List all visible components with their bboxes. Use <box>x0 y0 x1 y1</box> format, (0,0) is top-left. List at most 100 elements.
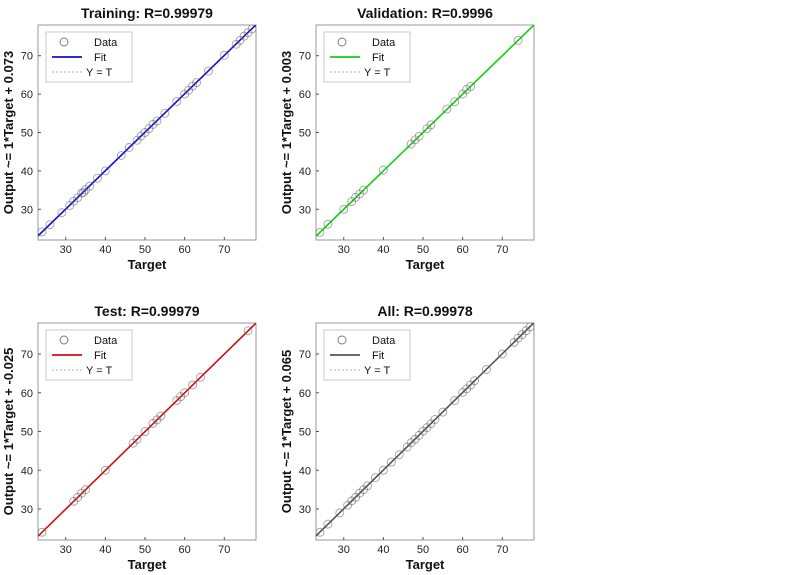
chart-title: Validation: R=0.9996 <box>357 5 493 21</box>
data-point <box>180 388 190 398</box>
legend: Data Fit Y = T <box>45 329 133 381</box>
legend-data-marker <box>337 37 347 47</box>
data-point <box>45 220 55 230</box>
x-axis-label: Target <box>128 257 167 272</box>
data-point <box>79 187 89 197</box>
data-point <box>172 96 182 106</box>
x-tick-label: 30 <box>60 544 72 556</box>
chart-panel-3: Test: R=0.99979 30 40 50 60 70 30 40 50 60 70 Targe… <box>1 303 257 572</box>
x-tick-label: 70 <box>218 244 230 256</box>
data-point <box>316 527 325 537</box>
data-point <box>378 165 388 175</box>
data-point <box>414 131 424 141</box>
data-point <box>116 151 126 160</box>
data-point <box>450 97 460 107</box>
y-tick-label: 50 <box>299 128 311 140</box>
x-tick-label: 40 <box>377 244 389 256</box>
data-point <box>323 519 333 529</box>
data-point <box>481 365 491 374</box>
y-tick-label: 50 <box>299 427 311 439</box>
legend: Data Fit Y = T <box>323 329 411 381</box>
data-point <box>513 35 523 45</box>
chart-title: All: R=0.99978 <box>377 303 473 319</box>
data-point <box>38 227 47 237</box>
chart-panel-1: Training: R=0.99979 30 40 50 60 70 30 40 50 60 70 T… <box>1 5 257 272</box>
y-tick-label: 30 <box>299 504 311 516</box>
y-axis-label: Output ~= 1*Target + 0.073 <box>1 51 16 214</box>
x-tick-label: 50 <box>139 244 151 256</box>
legend-data-marker <box>59 335 69 345</box>
x-tick-label: 60 <box>179 244 191 256</box>
legend-data-label: Data <box>94 37 118 49</box>
data-point <box>371 473 380 483</box>
legend-fit-label: Fit <box>94 350 106 362</box>
y-tick-label: 60 <box>299 89 311 101</box>
x-tick-label: 60 <box>457 544 469 556</box>
x-tick-label: 70 <box>496 544 508 556</box>
chart-title: Training: R=0.99979 <box>81 5 213 21</box>
y-tick-label: 40 <box>299 166 311 178</box>
data-point <box>124 143 134 152</box>
data-point <box>160 108 170 118</box>
x-tick-label: 50 <box>417 244 429 256</box>
legend-identity-label: Y = T <box>364 365 390 377</box>
data-point <box>243 326 253 336</box>
x-tick-label: 40 <box>99 244 111 256</box>
data-point <box>93 173 102 183</box>
x-tick-label: 50 <box>417 544 429 556</box>
plot-content <box>316 25 534 237</box>
plot-content <box>38 323 256 537</box>
data-point <box>426 120 436 130</box>
x-tick-label: 30 <box>338 544 350 556</box>
data-point <box>132 434 142 444</box>
data-point <box>442 104 452 114</box>
chart-title: Test: R=0.99979 <box>94 303 199 319</box>
data-point <box>100 166 110 176</box>
x-tick-label: 30 <box>338 244 350 256</box>
y-tick-label: 40 <box>21 166 33 178</box>
y-tick-label: 30 <box>21 204 33 216</box>
legend-data-marker <box>59 37 69 47</box>
y-tick-label: 60 <box>21 89 33 101</box>
data-point <box>430 415 440 424</box>
data-point <box>203 66 213 76</box>
data-point <box>450 396 460 405</box>
data-point <box>156 411 166 421</box>
legend-data-label: Data <box>94 335 118 347</box>
data-point <box>466 81 476 91</box>
legend-identity-label: Y = T <box>86 365 112 377</box>
legend-identity-label: Y = T <box>364 67 390 79</box>
x-tick-label: 70 <box>218 544 230 556</box>
data-point <box>394 450 404 460</box>
legend-fit-label: Fit <box>372 350 384 362</box>
data-point <box>339 204 349 214</box>
legend: Data Fit Y = T <box>45 31 133 83</box>
y-tick-label: 50 <box>21 128 33 140</box>
legend-data-marker <box>337 335 347 345</box>
data-point <box>378 465 388 475</box>
y-tick-label: 40 <box>299 465 311 477</box>
y-axis-label: Output ~= 1*Target + 0.065 <box>279 350 294 513</box>
y-axis-label: Output ~= 1*Target + -0.025 <box>1 348 16 516</box>
y-tick-label: 30 <box>21 504 33 516</box>
y-tick-label: 60 <box>21 388 33 400</box>
legend-data-label: Data <box>372 37 396 49</box>
y-axis-label: Output ~= 1*Target + 0.003 <box>279 51 294 214</box>
data-point <box>316 227 325 237</box>
x-tick-label: 60 <box>179 544 191 556</box>
plot-content <box>38 25 256 237</box>
legend-identity-label: Y = T <box>86 67 112 79</box>
x-axis-label: Target <box>128 557 167 572</box>
data-point <box>438 407 448 417</box>
x-axis-label: Target <box>406 557 445 572</box>
plot-content <box>316 323 534 537</box>
y-tick-label: 30 <box>299 204 311 216</box>
x-tick-label: 40 <box>377 544 389 556</box>
data-point <box>192 78 201 88</box>
y-tick-label: 40 <box>21 465 33 477</box>
data-point <box>247 25 256 34</box>
y-tick-label: 70 <box>299 349 311 361</box>
fit-line <box>316 25 534 237</box>
y-tick-label: 50 <box>21 427 33 439</box>
